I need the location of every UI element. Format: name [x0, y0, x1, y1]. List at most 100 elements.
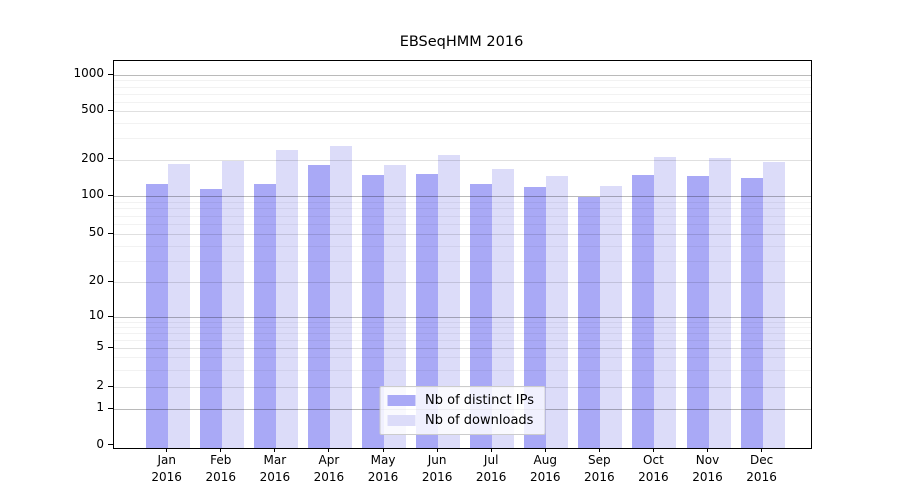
month-label: Apr [318, 453, 340, 467]
bar-distinct-ips-jun [416, 174, 439, 448]
x-tick-mar [274, 448, 276, 452]
gridline-5 [114, 348, 811, 349]
x-tick-label-oct: Oct 2016 [626, 452, 680, 485]
gridline-900 [114, 80, 811, 82]
x-tick-sep [598, 448, 600, 452]
bar-distinct-ips-mar [253, 183, 276, 448]
x-tick-label-dec: Dec 2016 [735, 452, 789, 485]
y-tick-50 [108, 232, 113, 234]
gridline-600 [114, 101, 811, 103]
bar-distinct-ips-jul [470, 183, 493, 448]
year-label: 2016 [584, 469, 615, 484]
x-tick-jul [490, 448, 492, 452]
gridline-20 [114, 282, 811, 283]
year-label: 2016 [475, 469, 507, 484]
x-tick-label-sep: Sep 2016 [572, 452, 626, 485]
bar-downloads-nov [708, 158, 731, 448]
year-label: 2016 [259, 469, 291, 484]
legend: Nb of distinct IPs Nb of downloads [379, 386, 546, 435]
gridline-40 [114, 245, 811, 247]
x-tick-aug [544, 448, 546, 452]
gridline-30 [114, 260, 811, 262]
y-tick-20 [108, 280, 113, 282]
gridline-300 [114, 138, 811, 140]
x-tick-label-nov: Nov 2016 [681, 452, 735, 485]
year-label: 2016 [421, 469, 453, 484]
x-tick-label-mar: Mar 2016 [248, 452, 302, 485]
bar-downloads-jan [167, 163, 190, 448]
y-tick-label-1: 1 [96, 400, 104, 414]
year-label: 2016 [313, 469, 345, 484]
gridline-80 [114, 208, 811, 210]
y-tick-label-1000: 1000 [73, 66, 104, 80]
month-label: Feb [210, 453, 232, 467]
x-tick-jan [166, 448, 168, 452]
legend-label-distinct-ips: Nb of distinct IPs [425, 393, 534, 408]
bar-distinct-ips-aug [524, 187, 547, 448]
x-tick-label-feb: Feb 2016 [194, 452, 248, 485]
bar-downloads-jun [438, 154, 461, 448]
year-label: 2016 [638, 469, 669, 484]
bar-downloads-oct [654, 157, 677, 448]
x-tick-dec [761, 448, 763, 452]
bar-distinct-ips-feb [199, 188, 222, 448]
gridline-500 [114, 111, 811, 112]
bar-downloads-feb [221, 160, 244, 448]
x-tick-label-aug: Aug 2016 [518, 452, 572, 485]
bar-distinct-ips-jan [145, 184, 168, 448]
y-tick-label-0: 0 [96, 436, 104, 451]
gridline-6 [114, 339, 811, 341]
gridline-9 [114, 321, 811, 323]
gridline-7 [114, 332, 811, 334]
legend-label-downloads: Nb of downloads [425, 413, 534, 428]
bar-downloads-aug [546, 176, 569, 448]
year-label: 2016 [367, 469, 399, 484]
gridline-3 [114, 369, 811, 371]
gridline-800 [114, 86, 811, 88]
legend-item-downloads: Nb of downloads [387, 413, 534, 428]
gridline-400 [114, 122, 811, 124]
bar-downloads-sep [600, 186, 623, 448]
y-tick-label-200: 200 [81, 150, 104, 165]
x-tick-label-may: May 2016 [356, 452, 410, 485]
gridline-1000 [114, 75, 811, 76]
x-tick-jun [436, 448, 438, 452]
legend-swatch-downloads [387, 415, 416, 426]
year-label: 2016 [151, 469, 182, 484]
bar-distinct-ips-may [362, 175, 385, 448]
month-label: Sep [588, 453, 611, 467]
y-tick-100 [108, 194, 113, 196]
month-label: Jan [157, 453, 176, 467]
year-label: 2016 [529, 469, 561, 484]
gridline-700 [114, 93, 811, 95]
chart-title: EBSeqHMM 2016 [399, 34, 524, 50]
year-label: 2016 [692, 469, 723, 484]
gridline-200 [114, 159, 811, 161]
x-tick-may [382, 448, 384, 452]
gridline-70 [114, 215, 811, 217]
y-tick-10 [108, 315, 113, 317]
y-tick-label-10: 10 [88, 308, 104, 322]
y-tick-5 [108, 346, 113, 348]
gridline-8 [114, 326, 811, 328]
bar-distinct-ips-oct [632, 175, 655, 448]
month-label: Mar [263, 453, 287, 467]
y-tick-label-500: 500 [81, 102, 104, 116]
bar-downloads-dec [762, 161, 785, 448]
legend-item-distinct-ips: Nb of distinct IPs [387, 393, 534, 408]
month-label: Aug [533, 453, 557, 467]
month-label: Oct [643, 453, 664, 467]
bar-distinct-ips-dec [740, 178, 763, 448]
gridline-10 [114, 317, 811, 318]
y-tick-1000 [108, 73, 113, 75]
y-tick-0 [108, 444, 113, 445]
year-label: 2016 [746, 469, 777, 484]
bar-downloads-may [384, 164, 407, 448]
x-tick-label-jan: Jan 2016 [140, 452, 194, 485]
x-tick-nov [707, 448, 708, 452]
x-tick-label-jul: Jul 2016 [464, 452, 518, 485]
month-label: Nov [695, 453, 720, 467]
month-label: Jul [483, 453, 499, 467]
y-tick-label-2: 2 [96, 378, 104, 392]
